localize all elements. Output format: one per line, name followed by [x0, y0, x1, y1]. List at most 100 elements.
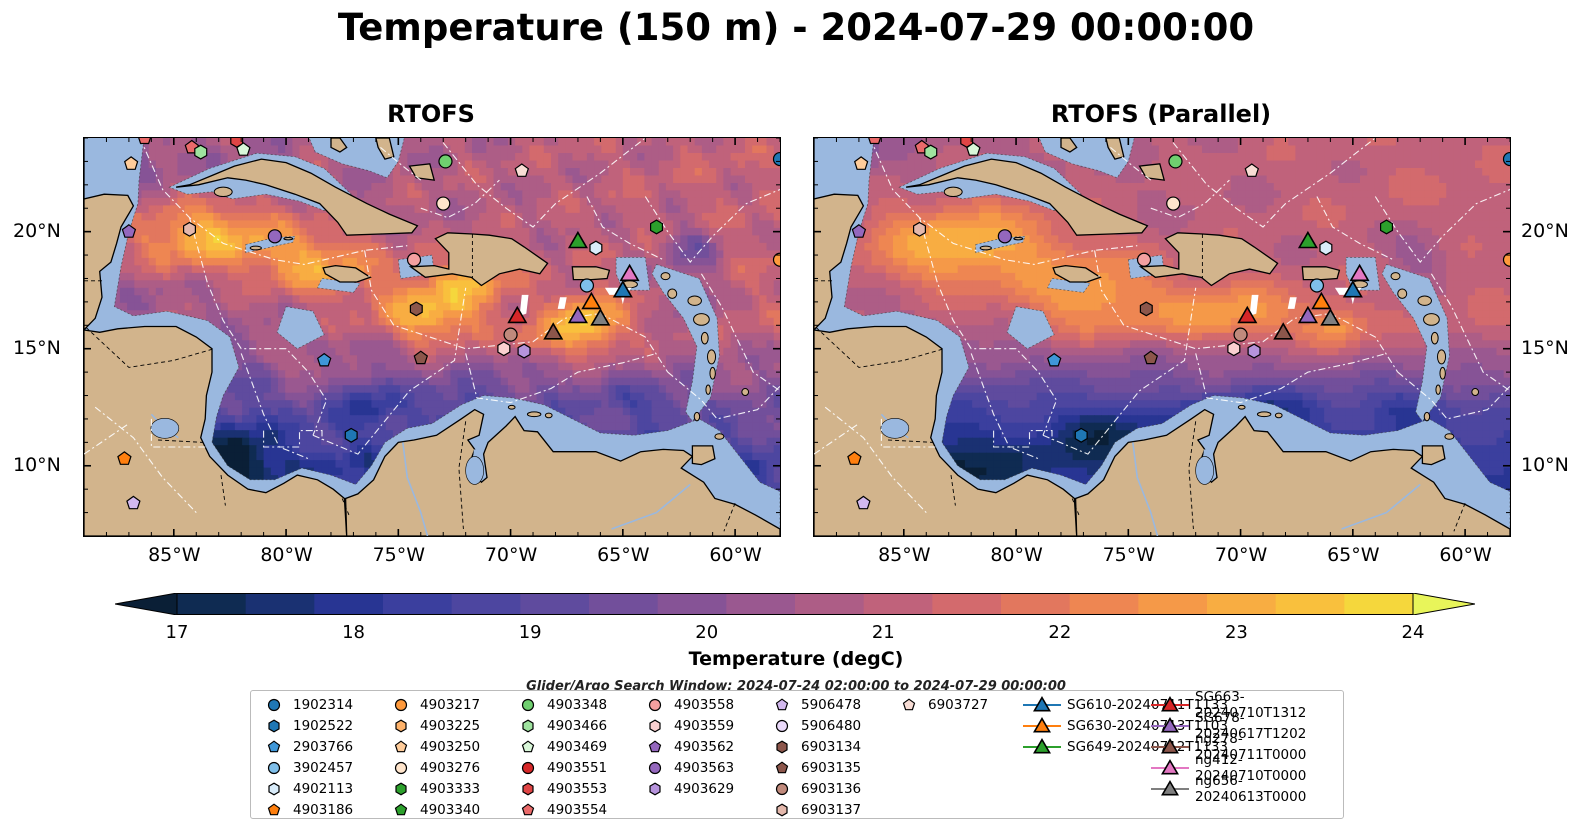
float-1902314-marker[interactable] — [772, 151, 781, 167]
float-4903563-marker[interactable] — [267, 229, 282, 244]
float-4903562-marker[interactable] — [121, 224, 137, 238]
legend-marker-4903629[interactable] — [649, 782, 661, 796]
legend-marker-sg663-20240710t1312[interactable] — [1161, 696, 1179, 712]
float-5906478-marker[interactable] — [126, 495, 141, 510]
float-4903217-marker[interactable] — [1502, 252, 1511, 267]
float-6903136-marker[interactable] — [1233, 327, 1248, 342]
legend-marker-sg630-20240713t1103[interactable] — [1033, 717, 1051, 733]
legend-marker-6903727[interactable] — [902, 698, 916, 711]
glider-ng656-20240613t0000-marker[interactable] — [590, 308, 611, 326]
legend-marker-ng278-20240711t0000[interactable] — [1161, 738, 1179, 754]
legend-marker-4903217[interactable] — [394, 698, 408, 712]
float-5906478-marker[interactable] — [856, 495, 871, 510]
float-1902522-marker[interactable] — [1074, 427, 1088, 443]
float-4903276-marker[interactable] — [1166, 196, 1181, 211]
legend-marker-4903225[interactable] — [395, 719, 407, 733]
glider-sg649-20240712t1133-marker[interactable] — [567, 230, 588, 249]
glider-sg663-20240710t1312-marker[interactable] — [1237, 305, 1258, 324]
glider-ng656-20240613t0000-marker[interactable] — [1320, 308, 1341, 326]
legend-marker-4903348[interactable] — [521, 698, 535, 712]
float-4903562-marker[interactable] — [851, 224, 867, 238]
float-2903766-marker[interactable] — [1046, 352, 1062, 367]
glider-ng412-20240710t0000-marker[interactable] — [619, 263, 640, 282]
legend-marker-6903134[interactable] — [776, 740, 788, 754]
glider-sg649-20240712t1133-marker[interactable] — [1297, 230, 1318, 249]
float-4903348-marker[interactable] — [1168, 154, 1183, 169]
legend-marker-4903551[interactable] — [521, 761, 535, 775]
legend-marker-4903559[interactable] — [649, 719, 661, 733]
float-4903629-marker[interactable] — [517, 343, 531, 359]
float-6903135-marker[interactable] — [413, 350, 429, 365]
legend-marker-4903466[interactable] — [522, 719, 534, 733]
float-4903558-marker[interactable] — [406, 252, 422, 267]
float-6903134-marker[interactable] — [409, 301, 423, 317]
float-4903250-marker[interactable] — [853, 156, 869, 170]
float-6903137-marker[interactable] — [912, 221, 927, 237]
float-4903469-marker[interactable] — [236, 142, 251, 156]
legend-marker-2903766[interactable] — [267, 740, 281, 753]
legend-marker-4903333[interactable] — [395, 782, 407, 796]
float-4903558-marker[interactable] — [1136, 252, 1152, 267]
float-4903250-marker[interactable] — [123, 156, 139, 170]
glider-ng278-20240711t0000-marker[interactable] — [1273, 322, 1294, 340]
legend-marker-4903562[interactable] — [648, 740, 662, 753]
float-4903333-marker[interactable] — [1379, 219, 1394, 235]
glider-ng412-20240710t0000-marker[interactable] — [1349, 263, 1370, 282]
glider-sg610-20240711t1133-marker[interactable] — [1342, 280, 1363, 298]
legend-marker-5906478[interactable] — [775, 698, 789, 711]
float-4903466-marker[interactable] — [194, 144, 208, 160]
legend-marker-ng412-20240710t0000[interactable] — [1161, 759, 1179, 775]
float-4903466-marker[interactable] — [924, 144, 938, 160]
float-6903135-marker[interactable] — [1143, 350, 1159, 365]
map-panel-rtofs[interactable] — [83, 137, 781, 537]
legend-marker-sg610-20240711t1133[interactable] — [1033, 696, 1051, 712]
legend-marker-4903250[interactable] — [394, 740, 408, 753]
legend-marker-4903186[interactable] — [267, 803, 281, 816]
float-4903563-marker[interactable] — [997, 229, 1012, 244]
float-1902522-marker[interactable] — [344, 427, 358, 443]
float-4903554-marker[interactable] — [138, 138, 152, 145]
map-panel-rtofs-parallel[interactable] — [813, 137, 1511, 537]
glider-ng278-20240711t0000-marker[interactable] — [543, 322, 564, 340]
legend-marker-6903135[interactable] — [775, 761, 789, 774]
float-4903559-marker[interactable] — [497, 341, 511, 357]
legend-marker-4903563[interactable] — [648, 761, 662, 775]
glider-sg678-20240617t1202-marker[interactable] — [567, 305, 588, 324]
legend-marker-4903553[interactable] — [522, 782, 534, 796]
glider-sg630-20240713t1103-marker[interactable] — [581, 291, 602, 310]
float-4903333-marker[interactable] — [649, 219, 664, 235]
float-4903559-marker[interactable] — [1227, 341, 1241, 357]
float-6903137-marker[interactable] — [182, 221, 197, 237]
legend-marker-4903554[interactable] — [521, 803, 535, 816]
float-4903554-marker[interactable] — [868, 138, 882, 145]
glider-sg663-20240710t1312-marker[interactable] — [507, 305, 528, 324]
float-6903136-marker[interactable] — [503, 327, 518, 342]
legend-marker-4902113[interactable] — [268, 782, 280, 796]
glider-sg678-20240617t1202-marker[interactable] — [1297, 305, 1318, 324]
float-2903766-marker[interactable] — [316, 352, 332, 367]
float-3902457-marker[interactable] — [579, 278, 595, 293]
legend-marker-1902314[interactable] — [267, 698, 281, 712]
legend-marker-4903558[interactable] — [648, 698, 662, 712]
legend-marker-6903137[interactable] — [776, 803, 788, 817]
glider-sg610-20240711t1133-marker[interactable] — [612, 280, 633, 298]
float-4902113-marker[interactable] — [589, 240, 603, 256]
float-4903469-marker[interactable] — [966, 142, 981, 156]
float-4903186-marker[interactable] — [847, 451, 862, 465]
legend-marker-5906480[interactable] — [775, 719, 789, 733]
glider-sg630-20240713t1103-marker[interactable] — [1311, 291, 1332, 310]
legend-marker-ng656-20240613t0000[interactable] — [1161, 780, 1179, 796]
legend-marker-4903340[interactable] — [394, 803, 408, 816]
legend-marker-6903136[interactable] — [775, 782, 789, 796]
legend-marker-sg649-20240712t1133[interactable] — [1033, 738, 1051, 754]
legend-marker-4903276[interactable] — [394, 761, 408, 775]
legend-marker-1902522[interactable] — [268, 719, 280, 733]
float-3902457-marker[interactable] — [1309, 278, 1325, 293]
float-6903134-marker[interactable] — [1139, 301, 1153, 317]
float-4903348-marker[interactable] — [438, 154, 453, 169]
legend-marker-3902457[interactable] — [267, 761, 281, 775]
float-4903217-marker[interactable] — [772, 252, 781, 267]
float-6903727-marker[interactable] — [514, 163, 530, 177]
float-1902314-marker[interactable] — [1502, 151, 1511, 167]
float-4903629-marker[interactable] — [1247, 343, 1261, 359]
